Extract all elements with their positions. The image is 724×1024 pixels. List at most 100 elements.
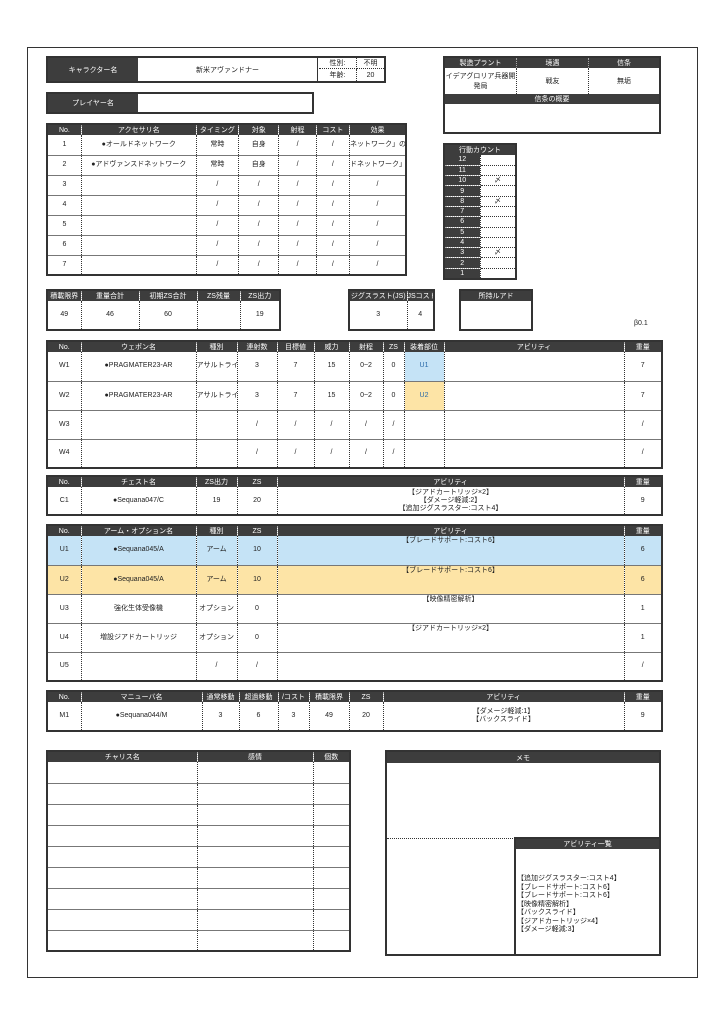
table-cell[interactable] xyxy=(312,804,350,826)
table-cell[interactable]: 強化生体受像機 xyxy=(80,594,196,624)
table-cell[interactable] xyxy=(443,410,624,440)
table-cell[interactable]: / xyxy=(278,155,317,176)
table-cell[interactable]: オプション xyxy=(195,623,237,653)
table-cell[interactable] xyxy=(80,439,196,469)
table-cell[interactable]: / xyxy=(238,215,279,236)
table-cell[interactable]: / xyxy=(238,195,279,216)
table-cell[interactable]: ●Sequana045/A xyxy=(80,536,196,566)
table-cell[interactable] xyxy=(196,301,240,331)
table-cell[interactable] xyxy=(312,762,350,784)
table-cell[interactable]: 4 xyxy=(406,301,434,331)
table-cell[interactable]: 0~2 xyxy=(348,381,383,411)
table-cell[interactable]: 常時 xyxy=(195,155,239,176)
table-cell[interactable] xyxy=(460,301,532,331)
table-cell[interactable]: ●PRAGMATER23-AR xyxy=(80,352,196,382)
table-cell[interactable] xyxy=(312,783,350,805)
table-cell[interactable]: ●Sequana045/A xyxy=(80,565,196,595)
table-cell[interactable]: / xyxy=(195,235,239,256)
table-cell[interactable]: 自身 xyxy=(238,135,279,156)
table-cell[interactable]: / xyxy=(382,410,404,440)
action-count-mark[interactable] xyxy=(479,216,516,228)
table-cell[interactable] xyxy=(47,846,197,868)
table-cell[interactable] xyxy=(443,439,624,469)
table-cell[interactable]: 46 xyxy=(80,301,139,331)
table-cell[interactable]: 【ジアドカートリッジ×2】 xyxy=(276,623,624,653)
table-cell[interactable]: / xyxy=(195,255,239,276)
table-cell[interactable]: 6 xyxy=(238,702,278,732)
table-cell[interactable]: 7 xyxy=(47,255,82,276)
table-cell[interactable]: 9 xyxy=(623,702,662,732)
table-cell[interactable] xyxy=(80,175,197,196)
table-cell[interactable]: 3 xyxy=(201,702,239,732)
table-cell[interactable]: / xyxy=(315,215,350,236)
table-cell[interactable]: 【ダメージ軽減:1】 【バックスライド】 xyxy=(382,702,624,732)
table-cell[interactable]: アーム xyxy=(195,565,237,595)
table-cell[interactable]: U1 xyxy=(47,536,81,566)
table-cell[interactable]: / xyxy=(278,235,317,256)
table-cell[interactable]: / xyxy=(348,175,406,196)
table-cell[interactable] xyxy=(196,846,313,868)
table-cell[interactable] xyxy=(47,867,197,889)
table-cell[interactable]: / xyxy=(348,215,406,236)
table-cell[interactable] xyxy=(195,439,237,469)
table-cell[interactable]: 7 xyxy=(276,352,314,382)
table-cell[interactable]: 19 xyxy=(239,301,280,331)
table-cell[interactable]: 6 xyxy=(623,536,662,566)
table-cell[interactable]: / xyxy=(382,439,404,469)
table-cell[interactable]: / xyxy=(315,175,350,196)
table-cell[interactable]: ドネットワーク」の xyxy=(348,155,406,176)
table-cell[interactable]: ●アドヴァンスドネットワーク xyxy=(80,155,197,176)
table-cell[interactable]: / xyxy=(278,255,317,276)
table-cell[interactable] xyxy=(443,381,624,411)
table-cell[interactable]: 0~2 xyxy=(348,352,383,382)
table-cell[interactable]: 1 xyxy=(47,135,82,156)
table-cell[interactable] xyxy=(47,930,197,952)
table-cell[interactable]: / xyxy=(276,410,314,440)
action-count-mark[interactable] xyxy=(479,206,516,218)
action-count-mark[interactable] xyxy=(479,185,516,197)
table-cell[interactable] xyxy=(196,909,313,931)
table-cell[interactable] xyxy=(80,410,196,440)
table-cell[interactable] xyxy=(403,410,444,440)
gender-field[interactable]: 不明 xyxy=(357,58,384,69)
table-cell[interactable]: 4 xyxy=(47,195,82,216)
table-cell[interactable]: アサルトライフ xyxy=(195,352,237,382)
table-cell[interactable] xyxy=(196,762,313,784)
table-cell[interactable] xyxy=(196,804,313,826)
table-cell[interactable]: / xyxy=(623,652,662,682)
table-cell[interactable]: / xyxy=(276,439,314,469)
table-cell[interactable] xyxy=(196,930,313,952)
table-cell[interactable]: W3 xyxy=(47,410,81,440)
table-cell[interactable]: / xyxy=(315,195,350,216)
table-cell[interactable]: / xyxy=(313,410,349,440)
table-cell[interactable]: 【ブレードサポート:コスト6】 xyxy=(276,565,624,595)
plant-field[interactable]: イデアグロリア兵器開発局 xyxy=(445,68,517,94)
table-cell[interactable]: 5 xyxy=(47,215,82,236)
table-cell[interactable]: W4 xyxy=(47,439,81,469)
table-cell[interactable]: U2 xyxy=(47,565,81,595)
table-cell[interactable] xyxy=(80,215,197,236)
table-cell[interactable] xyxy=(312,888,350,910)
action-count-mark[interactable] xyxy=(479,155,516,166)
table-cell[interactable]: 【ブレードサポート:コスト6】 xyxy=(276,536,624,566)
table-cell[interactable]: / xyxy=(278,135,317,156)
table-cell[interactable]: 3 xyxy=(349,301,407,331)
table-cell[interactable] xyxy=(80,255,197,276)
table-cell[interactable]: 7 xyxy=(623,381,662,411)
table-cell[interactable]: 49 xyxy=(308,702,349,732)
table-cell[interactable]: C1 xyxy=(47,487,81,516)
table-cell[interactable] xyxy=(312,867,350,889)
creed-summary-field[interactable] xyxy=(445,104,659,132)
table-cell[interactable]: 【ジアドカートリッジ×2】 【ダメージ軽減:2】 【追加ジグスラスター:コスト4… xyxy=(276,487,624,516)
table-cell[interactable] xyxy=(47,762,197,784)
table-cell[interactable]: 9 xyxy=(623,487,662,516)
table-cell[interactable] xyxy=(47,909,197,931)
table-cell[interactable] xyxy=(47,888,197,910)
table-cell[interactable]: U3 xyxy=(47,594,81,624)
table-cell[interactable]: 常時 xyxy=(195,135,239,156)
table-cell[interactable]: / xyxy=(348,255,406,276)
table-cell[interactable]: 0 xyxy=(382,381,404,411)
table-cell[interactable]: アサルトライフ xyxy=(195,381,237,411)
table-cell[interactable]: 1 xyxy=(623,594,662,624)
table-cell[interactable]: 7 xyxy=(276,381,314,411)
